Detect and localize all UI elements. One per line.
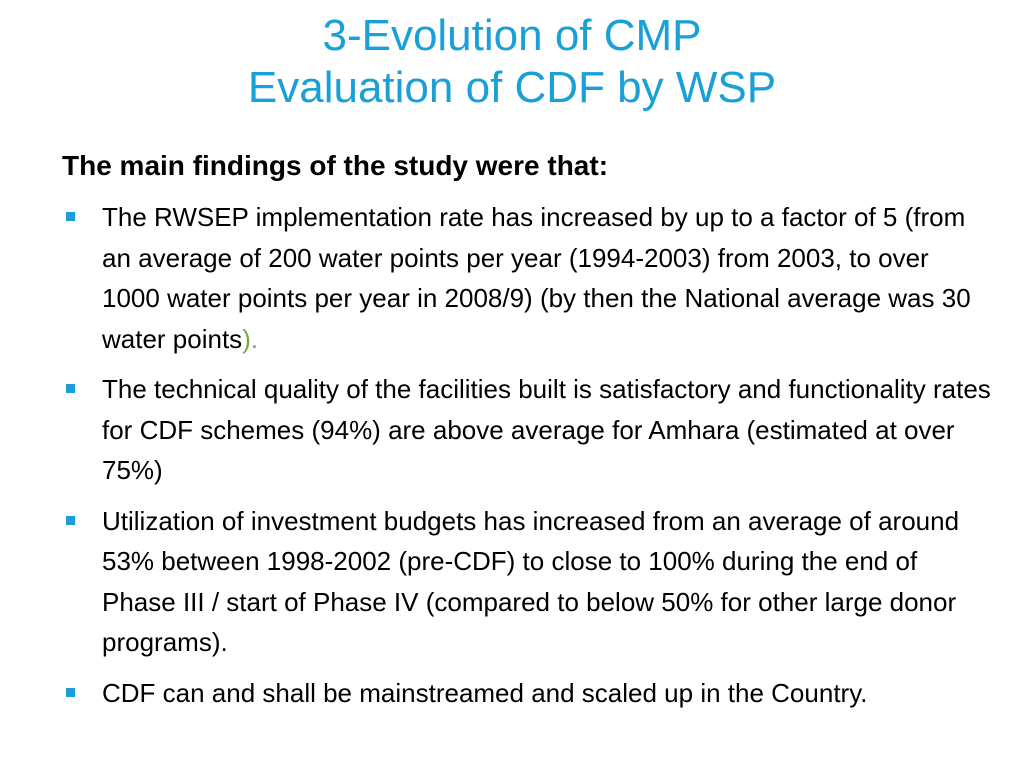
- finding-accent-text: ).: [242, 323, 259, 354]
- finding-item: The technical quality of the facilities …: [62, 369, 992, 491]
- finding-text: Utilization of investment budgets has in…: [102, 505, 960, 658]
- finding-item: Utilization of investment budgets has in…: [62, 501, 992, 663]
- finding-text: CDF can and shall be mainstreamed and sc…: [102, 677, 868, 708]
- title-line-2: Evaluation of CDF by WSP: [247, 63, 777, 112]
- finding-item: CDF can and shall be mainstreamed and sc…: [62, 673, 992, 714]
- square-bullet-icon: [66, 384, 75, 393]
- finding-text: The technical quality of the facilities …: [102, 374, 991, 485]
- square-bullet-icon: [66, 687, 75, 697]
- title-line-1: 3-Evolution of CMP: [322, 11, 702, 60]
- square-bullet-icon: [66, 515, 75, 525]
- finding-item: The RWSEP implementation rate has increa…: [62, 197, 992, 359]
- findings-list: The RWSEP implementation rate has increa…: [62, 197, 992, 723]
- findings-intro: The main findings of the study were that…: [62, 150, 609, 181]
- square-bullet-icon: [66, 212, 75, 221]
- finding-text: The RWSEP implementation rate has increa…: [102, 202, 971, 354]
- slide-title: 3-Evolution of CMP Evaluation of CDF by …: [0, 10, 1024, 114]
